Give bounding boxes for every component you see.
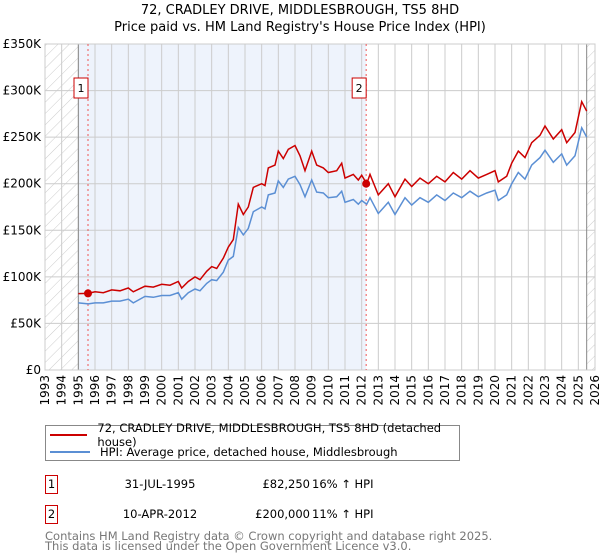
y-tick-label: £100K bbox=[3, 270, 43, 284]
y-tick-label: £200K bbox=[3, 177, 43, 191]
legend-label-property: 72, CRADLEY DRIVE, MIDDLESBROUGH, TS5 8H… bbox=[97, 421, 442, 449]
x-tick-label: 2019 bbox=[471, 375, 485, 406]
y-tick-label: £0 bbox=[26, 363, 41, 377]
x-tick-label: 2026 bbox=[588, 375, 600, 406]
sale-date: 31-JUL-1995 bbox=[124, 477, 196, 491]
y-tick-label: £150K bbox=[3, 223, 43, 237]
sale-price: £200,000 bbox=[255, 507, 310, 521]
x-tick-label: 2014 bbox=[388, 375, 402, 406]
x-tick-label: 2016 bbox=[421, 375, 435, 406]
x-tick-label: 2000 bbox=[155, 375, 169, 406]
x-tick-label: 1993 bbox=[38, 375, 52, 406]
sale-hpi-diff: 11% ↑ HPI bbox=[312, 507, 374, 521]
x-tick-label: 2023 bbox=[538, 375, 552, 406]
x-tick-label: 1999 bbox=[138, 375, 152, 406]
x-tick-label: 2015 bbox=[405, 375, 419, 406]
price-chart: 1993 1994 1995 1996 1997 1998 1999 2000 2001 2002… bbox=[3, 37, 600, 406]
x-tick-label: 2021 bbox=[505, 375, 519, 406]
sale-hpi-diff: 16% ↑ HPI bbox=[312, 477, 374, 491]
x-tick-label: 2013 bbox=[371, 375, 385, 406]
y-tick-label: £350K bbox=[3, 37, 43, 51]
sale-date: 10-APR-2012 bbox=[122, 507, 198, 521]
sale-marker-box bbox=[73, 77, 89, 99]
hpi-series-line bbox=[78, 125, 588, 305]
legend-line-hpi bbox=[50, 451, 90, 453]
x-tick-label: 2009 bbox=[305, 375, 319, 406]
x-tick-label: 1994 bbox=[55, 375, 69, 406]
legend-item-property: 72, CRADLEY DRIVE, MIDDLESBROUGH, TS5 8H… bbox=[50, 421, 459, 449]
chart-subtitle: Price paid vs. HM Land Registry's House … bbox=[114, 20, 486, 35]
x-tick-label: 2004 bbox=[221, 375, 235, 406]
plot-border bbox=[44, 43, 596, 371]
y-tick-label: £300K bbox=[3, 84, 43, 98]
footer-line-2: This data is licensed under the Open Gov… bbox=[45, 539, 412, 553]
sale-marker-box bbox=[351, 77, 367, 99]
x-tick-label: 2005 bbox=[238, 375, 252, 406]
x-tick-label: 2018 bbox=[455, 375, 469, 406]
x-tick-label: 2010 bbox=[321, 375, 335, 406]
legend-label-hpi: HPI: Average price, detached house, Midd… bbox=[100, 445, 398, 459]
sale-marker-badge: 1 bbox=[45, 475, 58, 494]
footer-line-1: Contains HM Land Registry data © Crown c… bbox=[45, 529, 493, 543]
y-tick-label: £50K bbox=[10, 316, 42, 330]
sale-row-2: 2 10-APR-2012 £200,000 11% ↑ HPI bbox=[45, 505, 465, 525]
x-tick-label: 2001 bbox=[171, 375, 185, 406]
x-tick-label: 2002 bbox=[188, 375, 202, 406]
legend-item-hpi: HPI: Average price, detached house, Midd… bbox=[50, 444, 398, 460]
x-tick-label: 2017 bbox=[438, 375, 452, 406]
sale-price: £82,250 bbox=[262, 477, 310, 491]
x-tick-label: 1997 bbox=[105, 375, 119, 406]
property-series-line bbox=[78, 99, 588, 295]
x-tick-label: 2024 bbox=[555, 375, 569, 406]
x-tick-label: 2003 bbox=[205, 375, 219, 406]
sale-marker-label: 2 bbox=[356, 82, 363, 95]
x-tick-label: 2012 bbox=[355, 375, 369, 406]
x-tick-label: 2020 bbox=[488, 375, 502, 406]
x-tick-label: 2007 bbox=[271, 375, 285, 406]
y-tick-label: £250K bbox=[3, 130, 43, 144]
footer: Contains HM Land Registry data © Crown c… bbox=[45, 529, 493, 553]
x-tick-label: 1995 bbox=[71, 375, 85, 406]
x-tick-label: 1998 bbox=[121, 375, 135, 406]
sale-marker-label: 1 bbox=[78, 82, 85, 95]
no-data-hatch-right bbox=[586, 44, 595, 370]
sale-marker-badge: 2 bbox=[45, 505, 58, 524]
x-tick-label: 2011 bbox=[338, 375, 352, 406]
sale-point bbox=[362, 179, 371, 188]
chart-title: 72, CRADLEY DRIVE, MIDDLESBROUGH, TS5 8H… bbox=[140, 3, 460, 18]
legend-line-property bbox=[50, 434, 88, 436]
sale-row-1: 1 31-JUL-1995 £82,250 16% ↑ HPI bbox=[45, 475, 465, 495]
x-tick-label: 2008 bbox=[288, 375, 302, 406]
x-tick-label: 1996 bbox=[88, 375, 102, 406]
sale-point bbox=[84, 289, 92, 298]
ownership-period-shade bbox=[78, 44, 367, 370]
x-tick-label: 2006 bbox=[255, 375, 269, 406]
x-tick-label: 2022 bbox=[521, 375, 535, 406]
legend: 72, CRADLEY DRIVE, MIDDLESBROUGH, TS5 8H… bbox=[45, 421, 460, 461]
x-tick-label: 2025 bbox=[571, 375, 585, 406]
